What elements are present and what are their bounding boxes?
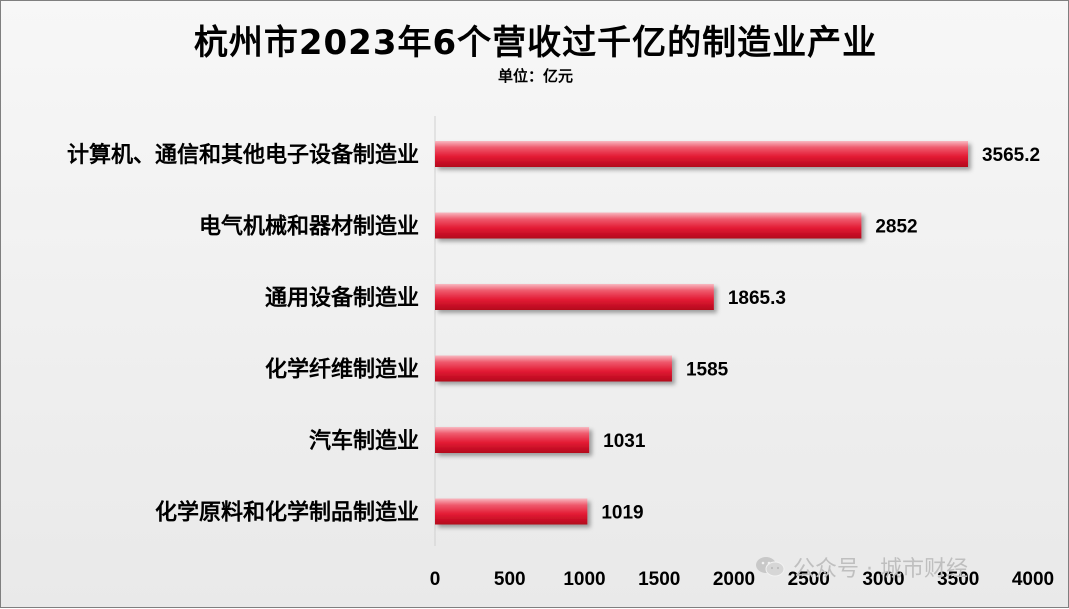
chart-subtitle: 单位：亿元 (497, 67, 573, 85)
data-label: 1031 (603, 431, 646, 452)
x-tick-label: 4000 (1012, 569, 1054, 590)
x-tick-label: 2500 (788, 569, 830, 590)
x-tick-label: 1500 (638, 569, 680, 590)
watermark: 公众号 · 城市财经 (755, 551, 968, 583)
wechat-icon (756, 557, 785, 577)
category-label: 电气机械和器材制造业 (199, 214, 419, 240)
data-label: 1019 (601, 503, 643, 524)
x-tick-label: 2000 (713, 569, 755, 590)
x-tick-label: 500 (494, 569, 526, 590)
bar (435, 498, 588, 525)
x-tick-label: 3000 (862, 569, 904, 590)
data-label: 2852 (875, 217, 917, 238)
data-label: 1585 (686, 360, 729, 381)
category-label: 汽车制造业 (309, 428, 419, 454)
bar (435, 284, 714, 310)
category-label: 化学原料和化学制品制造业 (155, 500, 419, 526)
category-label: 计算机、通信和其他电子设备制造业 (67, 142, 419, 168)
data-label: 1865.3 (728, 288, 786, 309)
bar (435, 355, 672, 382)
x-tick-label: 0 (430, 569, 441, 590)
x-tick-label: 1000 (563, 569, 605, 590)
category-label: 化学纤维制造业 (265, 357, 419, 383)
x-tick-label: 3500 (937, 569, 979, 590)
bar (435, 212, 862, 239)
watermark-text: 公众号 · 城市财经 (793, 557, 968, 582)
data-label: 3565.2 (982, 145, 1040, 166)
bar (435, 427, 590, 453)
chart-title: 杭州市2023年6个营收过千亿的制造业产业 (193, 23, 878, 63)
bar (435, 141, 968, 167)
category-label: 通用设备制造业 (265, 285, 419, 311)
